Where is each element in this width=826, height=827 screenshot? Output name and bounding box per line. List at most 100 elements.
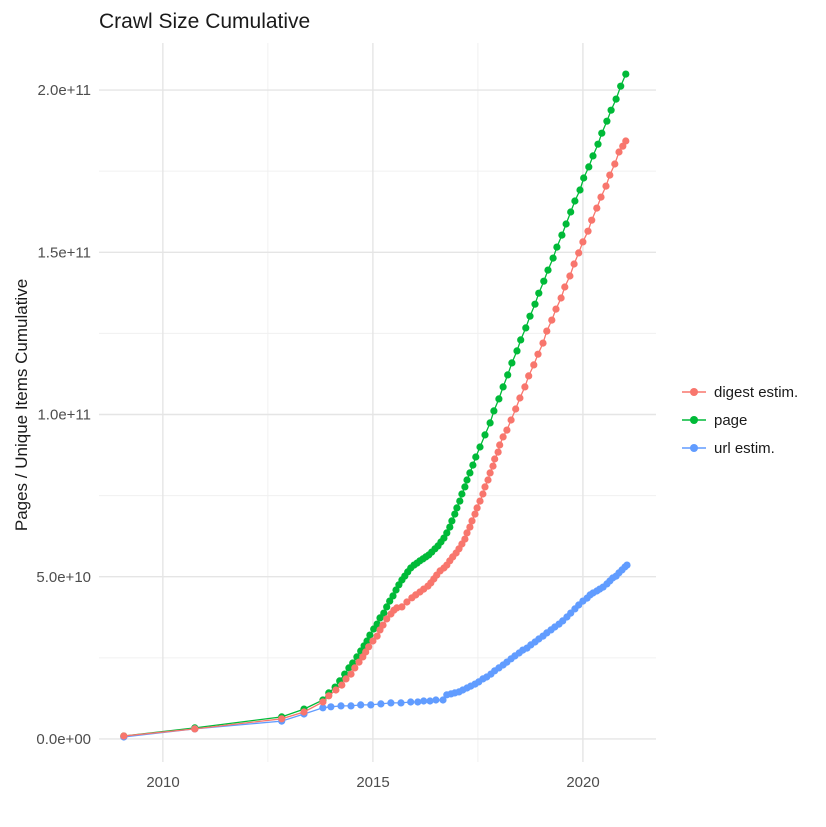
- series-url-estim: [120, 561, 631, 741]
- legend-key-dot: [690, 416, 698, 424]
- x-tick-label: 2015: [356, 774, 389, 791]
- data-point: [517, 336, 525, 344]
- data-point: [617, 82, 625, 90]
- data-point: [507, 416, 515, 424]
- data-point: [466, 469, 474, 477]
- data-point: [597, 193, 605, 201]
- data-point: [580, 174, 588, 182]
- data-point: [558, 231, 566, 239]
- x-tick-label: 2020: [566, 774, 599, 791]
- data-point: [490, 407, 498, 415]
- data-point: [191, 725, 199, 733]
- data-point: [571, 197, 579, 205]
- data-point: [535, 289, 543, 297]
- y-tick-label: 0.0e+00: [36, 731, 91, 748]
- data-point: [379, 621, 387, 629]
- data-point: [579, 238, 587, 246]
- data-point: [351, 664, 359, 672]
- data-point: [472, 453, 480, 461]
- legend-label: page: [714, 412, 747, 429]
- y-axis-title: Pages / Unique Items Cumulative: [12, 279, 31, 531]
- data-point: [426, 697, 434, 705]
- data-point: [525, 372, 533, 380]
- data-point: [508, 359, 516, 367]
- data-point: [606, 171, 614, 179]
- data-point: [561, 283, 569, 291]
- chart-title: Crawl Size Cumulative: [99, 10, 310, 33]
- data-point: [463, 529, 471, 537]
- data-point: [549, 254, 557, 262]
- data-point: [380, 609, 388, 617]
- data-point: [594, 140, 602, 148]
- data-point: [513, 347, 521, 355]
- data-point: [504, 371, 512, 379]
- legend-item-digest-estim: digest estim.: [682, 384, 798, 401]
- data-point: [495, 395, 503, 403]
- data-point: [499, 433, 507, 441]
- data-point: [342, 675, 350, 683]
- data-point: [471, 510, 479, 518]
- data-point: [612, 95, 620, 103]
- data-point: [570, 260, 578, 268]
- data-point: [466, 523, 474, 531]
- data-point: [120, 732, 128, 740]
- data-point: [439, 696, 447, 704]
- data-point: [407, 698, 415, 706]
- data-point: [451, 510, 459, 518]
- data-point: [473, 504, 481, 512]
- data-point: [369, 637, 377, 645]
- data-point: [543, 327, 551, 335]
- data-point: [414, 698, 422, 706]
- data-point: [458, 490, 466, 498]
- data-point: [557, 294, 565, 302]
- data-point: [453, 504, 461, 512]
- legend-label: digest estim.: [714, 384, 798, 401]
- legend: digest estim. page url estim.: [682, 384, 798, 457]
- data-point: [615, 148, 623, 156]
- legend-label: url estim.: [714, 440, 775, 457]
- data-point: [486, 419, 494, 427]
- data-point: [530, 361, 538, 369]
- data-point: [373, 632, 381, 640]
- y-tick-label: 5.0e+10: [36, 569, 91, 586]
- data-point: [521, 383, 529, 391]
- series-line: [123, 140, 627, 737]
- data-point: [332, 686, 340, 694]
- series-line: [123, 564, 628, 738]
- data-point: [319, 704, 327, 712]
- data-point: [484, 476, 492, 484]
- data-point: [386, 597, 394, 605]
- data-point: [366, 631, 374, 639]
- data-point: [327, 703, 335, 711]
- data-point: [448, 517, 456, 525]
- data-point: [383, 615, 391, 623]
- data-point: [365, 643, 373, 651]
- data-point: [319, 698, 327, 706]
- data-point: [481, 431, 489, 439]
- data-point: [622, 137, 630, 145]
- data-point: [553, 243, 561, 251]
- data-point: [389, 592, 397, 600]
- y-axis-tick-labels: 0.0e+00 5.0e+10 1.0e+11 1.5e+11 2.0e+11: [36, 82, 91, 748]
- data-point: [496, 441, 504, 449]
- data-point: [461, 483, 469, 491]
- data-point: [499, 383, 507, 391]
- data-point: [403, 598, 411, 606]
- data-point: [347, 702, 355, 710]
- data-point: [338, 681, 346, 689]
- data-point: [469, 461, 477, 469]
- data-point: [446, 523, 454, 531]
- gridlines: [99, 43, 656, 762]
- data-point: [461, 535, 469, 543]
- legend-item-url-estim: url estim.: [682, 440, 775, 457]
- data-point: [481, 483, 489, 491]
- data-point: [584, 227, 592, 235]
- y-tick-label: 2.0e+11: [37, 82, 91, 99]
- data-point: [362, 648, 370, 656]
- data-point: [373, 620, 381, 628]
- data-point: [357, 701, 365, 709]
- data-point: [598, 129, 606, 137]
- y-tick-label: 1.5e+11: [37, 244, 91, 261]
- data-point: [345, 664, 353, 672]
